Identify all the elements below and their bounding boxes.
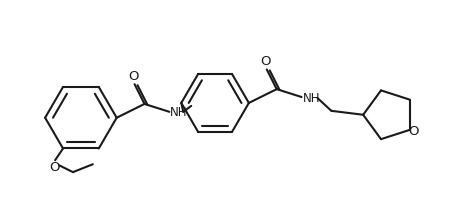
Text: NH: NH [303,92,320,104]
Text: O: O [128,70,139,83]
Text: NH: NH [170,106,188,119]
Text: O: O [49,161,59,174]
Text: O: O [409,125,419,138]
Text: O: O [260,55,271,68]
